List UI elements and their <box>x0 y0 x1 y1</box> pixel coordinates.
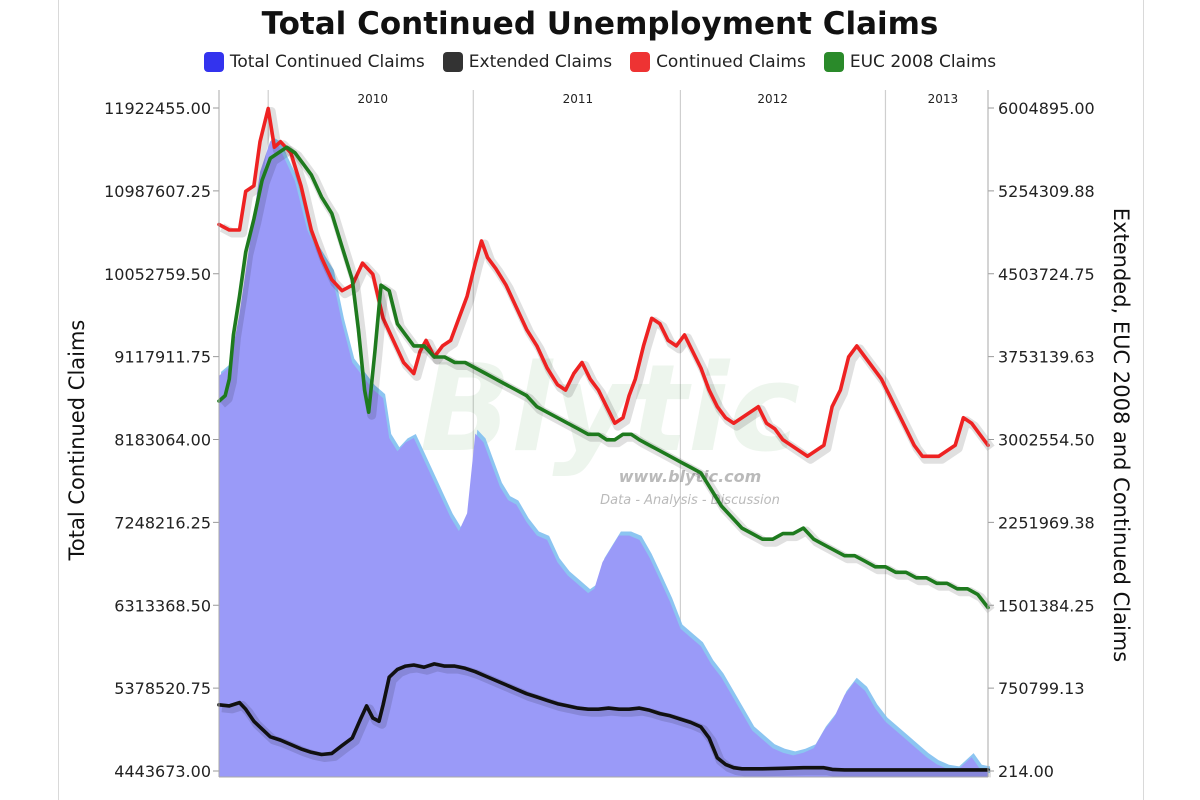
legend-label-total: Total Continued Claims <box>229 52 425 72</box>
y-right-tick-label: 3753139.63 <box>998 348 1095 367</box>
watermark-url: www.blytic.com <box>619 467 762 486</box>
y-right-tick-label: 4503724.75 <box>998 265 1095 284</box>
x-tick-label: 2010 <box>358 92 389 106</box>
y-left-tick-label: 8183064.00 <box>114 431 211 450</box>
legend-swatch-total <box>203 52 224 72</box>
y-left-tick-label: 6313368.50 <box>114 596 211 615</box>
y-left-tick-label: 10987607.25 <box>104 182 211 201</box>
legend-item-total[interactable]: Total Continued Claims <box>203 52 425 72</box>
y-right-tick-label: 5254309.88 <box>998 182 1095 201</box>
legend-label-euc: EUC 2008 Claims <box>849 52 997 72</box>
x-tick-label: 2012 <box>757 92 788 106</box>
legend-item-euc[interactable]: EUC 2008 Claims <box>823 52 997 72</box>
y-left-tick-label: 4443673.00 <box>114 762 211 781</box>
legend-label-extended: Extended Claims <box>468 52 613 72</box>
legend-swatch-euc <box>823 52 844 72</box>
y-left-tick-label: 10052759.50 <box>104 265 211 284</box>
y-left-axis-title: Total Continued Claims <box>65 320 89 562</box>
series-line-extended-claims <box>217 662 990 772</box>
x-tick-label: 2013 <box>928 92 959 106</box>
chart-title: Total Continued Unemployment Claims <box>261 6 939 42</box>
y-right-tick-label: 750799.13 <box>998 679 1085 698</box>
y-right-tick-label: 1501384.25 <box>998 596 1095 615</box>
y-left-tick-label: 5378520.75 <box>114 679 211 698</box>
legend-item-extended[interactable]: Extended Claims <box>442 52 613 72</box>
series-shadow <box>221 662 991 778</box>
legend-swatch-extended <box>442 52 463 72</box>
y-right-tick-label: 6004895.00 <box>998 99 1095 118</box>
series-area-total-continued <box>219 141 988 777</box>
watermark-tagline: Data - Analysis - Discussion <box>600 493 780 508</box>
legend-swatch-continued <box>630 52 651 72</box>
x-tick-label: 2011 <box>563 92 594 106</box>
y-right-tick-label: 3002554.50 <box>998 431 1095 450</box>
legend-label-continued: Continued Claims <box>656 52 806 72</box>
y-left-tick-label: 9117911.75 <box>114 348 211 367</box>
y-left-tick-label: 7248216.25 <box>114 513 211 532</box>
y-right-tick-label: 214.00 <box>998 762 1054 781</box>
y-right-tick-label: 2251969.38 <box>998 513 1095 532</box>
y-right-axis-title: Extended, EUC 2008 and Continued Claims <box>1109 208 1133 662</box>
y-left-tick-label: 11922455.00 <box>104 99 211 118</box>
series-line-euc-2008-claims <box>217 145 990 610</box>
legend-item-continued[interactable]: Continued Claims <box>630 52 806 72</box>
chart-legend: Total Continued Claims Extended Claims C… <box>0 52 1200 72</box>
